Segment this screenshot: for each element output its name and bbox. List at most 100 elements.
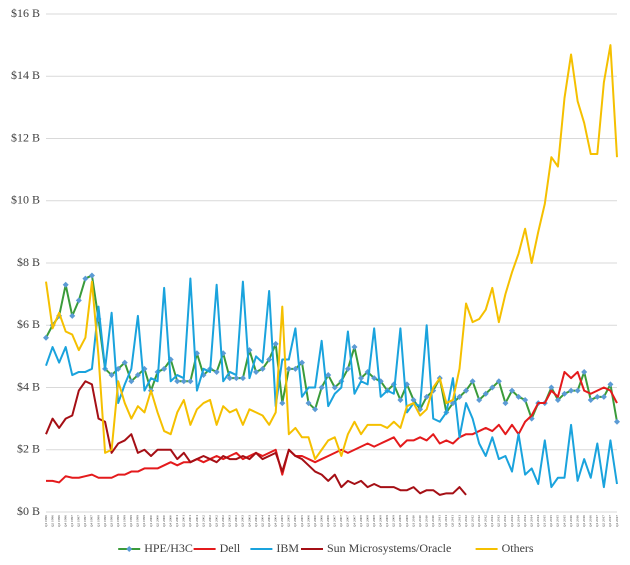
marker xyxy=(325,372,332,379)
marker xyxy=(508,387,515,394)
legend-label: Dell xyxy=(220,541,241,555)
marker xyxy=(522,396,529,403)
x-tick-label: Q3 2010 xyxy=(424,515,428,527)
marker xyxy=(75,297,82,304)
marker xyxy=(344,365,351,372)
x-tick-label: Q3 2013 xyxy=(503,515,507,527)
x-tick-label: Q2 2010 xyxy=(418,515,422,527)
marker xyxy=(88,272,95,279)
x-tick-label: Q3 2002 xyxy=(214,515,218,527)
marker xyxy=(272,340,279,347)
marker xyxy=(554,396,561,403)
legend-label: IBM xyxy=(276,541,299,555)
marker xyxy=(371,375,378,382)
x-tick-label: Q2 2016 xyxy=(575,515,579,527)
legend-marker xyxy=(126,546,133,552)
x-tick-label: Q1 2008 xyxy=(359,515,363,527)
x-tick-label: Q3 1996 xyxy=(57,515,61,527)
marker xyxy=(594,393,601,400)
y-tick-label: $8 B xyxy=(17,255,40,269)
marker xyxy=(174,378,181,385)
x-tick-label: Q2 1996 xyxy=(50,515,54,527)
x-tick-label: Q1 1998 xyxy=(96,515,100,527)
x-tick-label: Q4 2010 xyxy=(431,515,435,527)
x-tick-label: Q2 2002 xyxy=(208,515,212,527)
x-tick-label: Q3 2007 xyxy=(346,515,350,527)
marker xyxy=(253,368,260,375)
legend-label: Sun Microsystems/Oracle xyxy=(327,541,451,555)
x-tick-label: Q3 2009 xyxy=(398,515,402,527)
marker xyxy=(180,378,187,385)
marker xyxy=(259,365,266,372)
marker xyxy=(266,356,273,363)
x-tick-label: Q2 2017 xyxy=(602,515,606,527)
x-tick-label: Q1 2009 xyxy=(385,515,389,527)
x-tick-label: Q3 2003 xyxy=(241,515,245,527)
x-tick-label: Q1 2001 xyxy=(175,515,179,527)
x-tick-label: Q4 2000 xyxy=(168,515,172,527)
x-tick-label: Q3 2016 xyxy=(582,515,586,527)
x-tick-label: Q2 2015 xyxy=(549,515,553,527)
x-tick-label: Q4 2008 xyxy=(379,515,383,527)
marker xyxy=(502,400,509,407)
x-tick-label: Q1 2014 xyxy=(516,515,520,527)
x-tick-label: Q3 2008 xyxy=(372,515,376,527)
x-tick-label: Q1 2015 xyxy=(543,515,547,527)
x-tick-label: Q1 2005 xyxy=(280,515,284,527)
marker xyxy=(161,365,168,372)
x-tick-label: Q4 2007 xyxy=(352,515,356,527)
series-line xyxy=(45,380,467,496)
x-tick-label: Q2 2000 xyxy=(155,515,159,527)
x-tick-label: Q2 1999 xyxy=(129,515,133,527)
marker xyxy=(548,384,555,391)
x-tick-label: Q1 2017 xyxy=(595,515,599,527)
marker xyxy=(351,344,358,351)
marker xyxy=(456,393,463,400)
x-tick-label: Q1 1996 xyxy=(44,515,48,527)
x-tick-label: Q1 1999 xyxy=(123,515,127,527)
x-tick-label: Q4 2001 xyxy=(195,515,199,527)
marker xyxy=(43,334,49,341)
marker xyxy=(515,393,522,400)
legend-label: Others xyxy=(502,541,534,555)
x-tick-label: Q3 2011 xyxy=(451,515,455,527)
x-tick-label: Q4 2006 xyxy=(326,515,330,527)
legend-label: HPE/H3C xyxy=(144,541,193,555)
series-line xyxy=(45,44,618,461)
marker xyxy=(121,359,128,366)
x-tick-label: Q3 2000 xyxy=(162,515,166,527)
x-tick-label: Q3 2017 xyxy=(608,515,612,527)
y-tick-label: $2 B xyxy=(17,442,40,456)
marker xyxy=(495,378,502,385)
x-tick-label: Q3 2015 xyxy=(556,515,560,527)
x-tick-label: Q1 2004 xyxy=(254,515,258,527)
marker xyxy=(82,275,89,282)
marker xyxy=(62,281,69,288)
marker xyxy=(489,384,496,391)
marker xyxy=(476,396,483,403)
marker xyxy=(226,375,233,382)
marker xyxy=(607,381,614,388)
x-tick-label: Q3 1997 xyxy=(83,515,87,527)
x-tick-label: Q1 2003 xyxy=(228,515,232,527)
x-tick-label: Q4 2011 xyxy=(457,515,461,527)
x-tick-label: Q4 2009 xyxy=(405,515,409,527)
x-tick-label: Q2 2003 xyxy=(234,515,238,527)
marker xyxy=(397,396,404,403)
x-tick-label: Q3 2014 xyxy=(529,515,533,527)
y-tick-label: $12 B xyxy=(11,130,40,144)
x-tick-label: Q1 2007 xyxy=(333,515,337,527)
marker xyxy=(187,378,194,385)
marker xyxy=(614,418,620,425)
x-tick-label: Q2 2006 xyxy=(313,515,317,527)
x-tick-label: Q2 2007 xyxy=(339,515,343,527)
marker xyxy=(410,396,417,403)
x-tick-label: Q1 2010 xyxy=(411,515,415,527)
x-tick-label: Q2 1997 xyxy=(77,515,81,527)
marker xyxy=(213,368,220,375)
x-tick-label: Q2 2013 xyxy=(497,515,501,527)
y-tick-label: $6 B xyxy=(17,317,40,331)
marker xyxy=(581,368,588,375)
marker xyxy=(305,400,312,407)
